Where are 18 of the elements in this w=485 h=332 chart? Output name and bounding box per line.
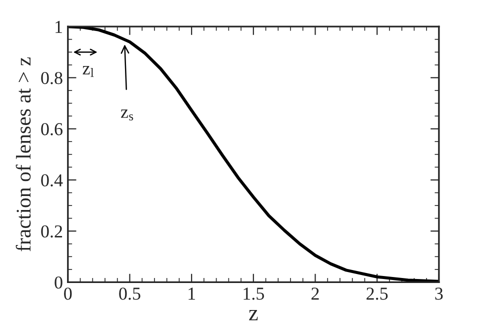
y-tick-label: 0.2 [41, 225, 62, 238]
line-series [68, 26, 439, 282]
x-tick-label: 1 [188, 288, 196, 300]
x-axis-title: z [249, 310, 258, 320]
x-tick-label: 2 [312, 288, 319, 300]
y-tick-label: 0.6 [41, 123, 62, 136]
x-tick-label: 0 [64, 288, 72, 300]
annotation: z$_{s}$ [120, 110, 134, 120]
y-tick-label: 1 [56, 20, 62, 33]
y-tick-label: 0 [54, 276, 62, 289]
y-axis-title: fraction of lenses at > z [16, 57, 31, 252]
x-tick-label: 1.5 [244, 288, 264, 300]
x-tick-label: 2.5 [366, 288, 388, 300]
x-tick-label: 3 [435, 288, 443, 300]
annotation: z$_{l}$ [82, 66, 94, 77]
y-tick-label: 0.8 [41, 72, 62, 84]
y-tick-label: 0.4 [41, 174, 63, 186]
x-tick-label: 0.5 [119, 288, 140, 300]
